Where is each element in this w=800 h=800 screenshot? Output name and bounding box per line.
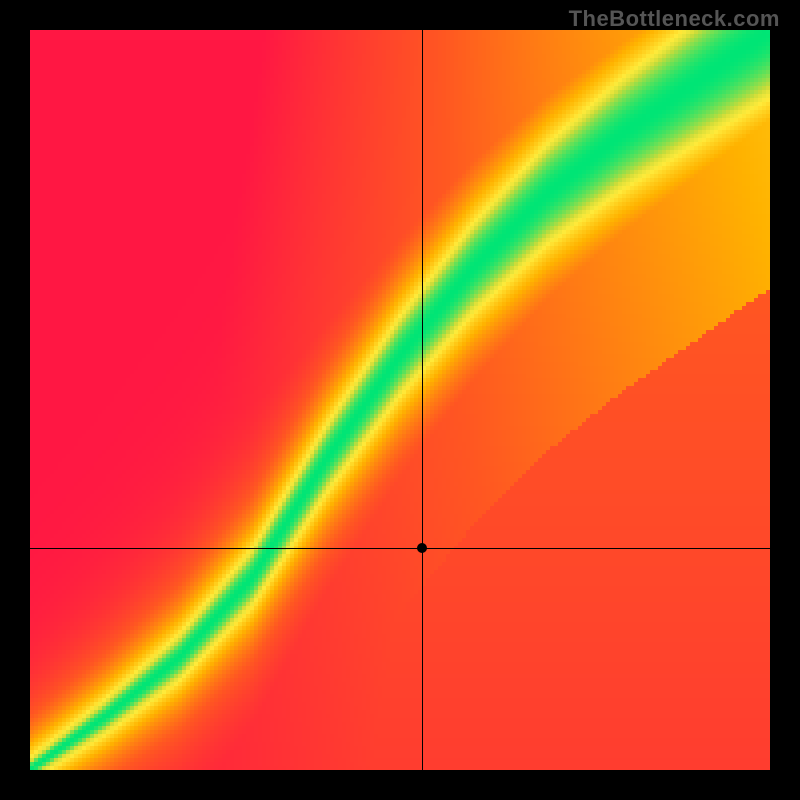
crosshair-horizontal	[30, 548, 770, 549]
watermark-text: TheBottleneck.com	[569, 6, 780, 32]
heatmap-canvas	[30, 30, 770, 770]
crosshair-vertical	[422, 30, 423, 770]
plot-area	[30, 30, 770, 770]
figure-root: TheBottleneck.com	[0, 0, 800, 800]
marker-dot	[417, 543, 427, 553]
